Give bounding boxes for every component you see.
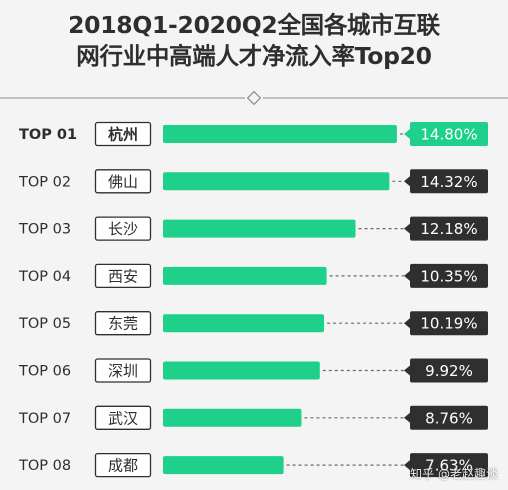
title-divider (0, 90, 508, 106)
bar (163, 456, 284, 475)
city-label-box (94, 358, 152, 383)
city-label: 东莞 (108, 315, 138, 333)
value-pointer (404, 318, 410, 329)
chart-title-line-1: 2018Q1-2020Q2全国各城市互联 (68, 11, 440, 39)
bar (163, 125, 397, 143)
rank-label: TOP 06 (18, 364, 71, 380)
city-label: 成都 (108, 457, 138, 475)
chart-title: 2018Q1-2020Q2全国各城市互联 网行业中高端人才净流入率Top20 (0, 10, 508, 72)
rank-label: TOP 02 (18, 174, 71, 190)
rank-label: TOP 03 (18, 222, 71, 238)
city-label: 深圳 (108, 362, 138, 380)
city-label-box (94, 311, 152, 336)
data-label: 10.19% (420, 315, 477, 333)
data-label: 10.35% (420, 267, 477, 285)
city-label: 长沙 (108, 220, 138, 238)
value-pointer (404, 460, 410, 471)
rank-label: TOP 08 (18, 458, 71, 474)
city-label-box (94, 121, 152, 147)
city-label-box (94, 452, 152, 478)
city-label-box (94, 169, 152, 194)
data-label: 14.80% (420, 126, 477, 144)
value-box (410, 453, 488, 478)
value-pointer (404, 176, 410, 187)
chart-title-line-2: 网行业中高端人才净流入率Top20 (76, 42, 432, 70)
bar (163, 408, 302, 427)
data-label: 7.63% (425, 457, 473, 475)
value-pointer (404, 365, 410, 376)
bar-chart: TOP 01 杭州 14.80% TOP 02 佛山 14.32% TOP 03 长沙 12.1… (18, 121, 488, 478)
rank-label: TOP 04 (18, 269, 71, 285)
diamond-icon (246, 90, 262, 106)
data-label: 8.76% (425, 409, 473, 427)
value-pointer (404, 412, 410, 423)
value-box (410, 405, 488, 430)
bar (163, 219, 356, 238)
value-box (410, 311, 488, 336)
data-label: 12.18% (420, 220, 477, 238)
bar (163, 172, 390, 191)
data-label: 9.92% (425, 362, 473, 380)
rank-label: TOP 01 (19, 127, 77, 143)
bar (163, 266, 327, 285)
city-label-box (94, 405, 152, 430)
value-box (410, 169, 488, 194)
value-pointer (404, 129, 410, 139)
city-label: 西安 (108, 267, 138, 285)
bar (163, 314, 325, 333)
city-label: 杭州 (108, 126, 138, 144)
value-box (410, 122, 488, 146)
city-label: 武汉 (108, 409, 138, 427)
bar (163, 361, 320, 380)
value-pointer (404, 223, 410, 234)
value-box (410, 216, 488, 241)
city-label-box (94, 263, 152, 289)
value-pointer (404, 270, 410, 281)
data-label: 14.32% (420, 173, 477, 191)
watermark: 知乎 @老赵趣谈 (410, 467, 498, 481)
value-box (410, 263, 488, 288)
value-box (410, 358, 488, 383)
rank-label: TOP 07 (18, 411, 71, 427)
city-label: 佛山 (108, 173, 138, 191)
rank-label: TOP 05 (18, 316, 71, 332)
city-label-box (94, 216, 152, 241)
